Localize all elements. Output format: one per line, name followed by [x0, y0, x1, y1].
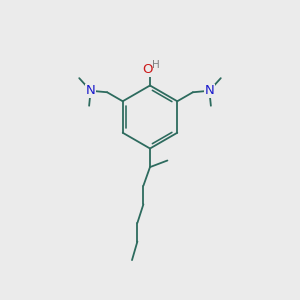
Text: O: O — [143, 63, 153, 76]
Text: H: H — [152, 59, 159, 70]
Text: N: N — [86, 84, 95, 97]
Text: N: N — [205, 84, 214, 97]
